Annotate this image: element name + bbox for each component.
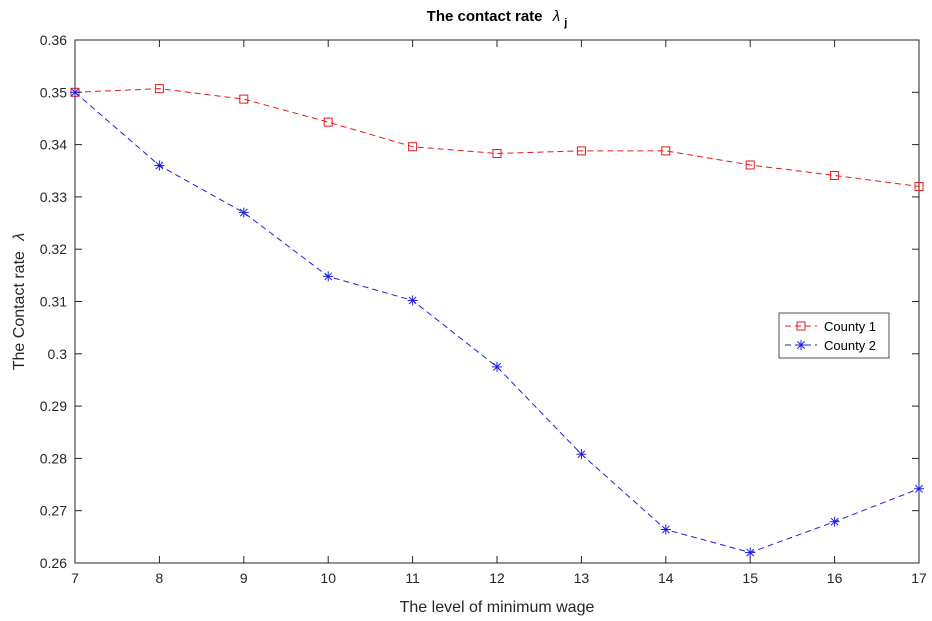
y-tick-label: 0.32 <box>40 241 67 257</box>
series-group <box>70 84 924 558</box>
y-axis-label-text: The Contact rate <box>11 251 28 370</box>
y-tick-label: 0.35 <box>40 84 67 100</box>
data-point-county-2 <box>323 271 334 282</box>
y-tick-label: 0.28 <box>40 450 67 466</box>
data-point-county-1 <box>745 160 755 170</box>
chart-title: The contact rate λ j <box>427 8 568 29</box>
x-tick-label: 13 <box>574 570 590 586</box>
x-tick-label: 14 <box>658 570 674 586</box>
x-tick-label: 7 <box>71 570 79 586</box>
data-point-county-1 <box>914 181 924 191</box>
plot-area: 7 8 9 10 11 12 13 14 15 16 17 0.26 0.27 0.28 0.29 0.3 0.… <box>40 32 927 586</box>
x-tick-label: 8 <box>156 570 164 586</box>
x-tick-label: 15 <box>742 570 758 586</box>
data-point-county-1 <box>576 146 586 156</box>
chart-title-subscript: j <box>563 17 567 29</box>
data-point-county-1 <box>830 170 840 180</box>
data-point-county-1 <box>154 84 164 94</box>
data-point-county-1 <box>408 142 418 152</box>
data-point-county-2 <box>492 361 502 372</box>
legend: County 1 County 2 <box>778 312 890 359</box>
y-axis-label-symbol: λ <box>11 233 28 242</box>
data-point-county-2 <box>154 160 165 171</box>
data-point-county-2 <box>829 516 840 527</box>
x-tick-label: 12 <box>489 570 505 586</box>
legend-label-county-2: County 2 <box>824 338 876 353</box>
data-point-county-2 <box>745 547 756 558</box>
y-tick-label: 0.33 <box>40 189 67 205</box>
series-line-county-1 <box>74 88 920 187</box>
y-tick-label: 0.29 <box>40 398 67 414</box>
data-point-county-2 <box>660 524 671 535</box>
data-point-county-2 <box>238 207 249 218</box>
data-point-county-2 <box>914 483 924 494</box>
x-tick-label: 10 <box>320 570 336 586</box>
data-point-county-1 <box>239 94 249 104</box>
y-tick-label: 0.26 <box>40 555 67 571</box>
x-tick-label: 16 <box>827 570 843 586</box>
legend-label-county-1: County 1 <box>824 319 876 334</box>
data-point-county-2 <box>576 449 587 460</box>
y-tick-label: 0.27 <box>40 503 67 519</box>
legend-items: County 1 County 2 <box>785 319 876 353</box>
axes-box <box>74 39 920 564</box>
legend-marker-county-2 <box>796 340 806 350</box>
x-tick-label: 11 <box>405 570 420 586</box>
legend-marker-county-1 <box>796 321 806 331</box>
data-point-county-1 <box>661 146 671 156</box>
chart-title-symbol: λ <box>552 8 560 25</box>
y-tick-label: 0.31 <box>40 294 67 310</box>
y-tick-label: 0.3 <box>48 346 68 362</box>
y-axis-label: The Contact rate λ <box>11 233 28 371</box>
x-axis-label: The level of minimum wage <box>400 599 595 616</box>
legend-box <box>778 312 890 359</box>
axis-ticks: 7 8 9 10 11 12 13 14 15 16 17 0.26 0.27 0.28 0.29 0.3 0.… <box>40 32 927 586</box>
chart-title-text: The contact rate <box>427 8 543 25</box>
data-point-county-2 <box>70 87 80 98</box>
x-tick-label: 17 <box>911 570 927 586</box>
y-tick-label: 0.36 <box>40 32 67 48</box>
y-tick-label: 0.34 <box>40 137 67 153</box>
data-point-county-1 <box>492 148 502 158</box>
x-tick-label: 9 <box>240 570 248 586</box>
data-point-county-1 <box>323 117 333 127</box>
series-line-county-2 <box>74 91 920 554</box>
data-point-county-2 <box>407 295 418 306</box>
